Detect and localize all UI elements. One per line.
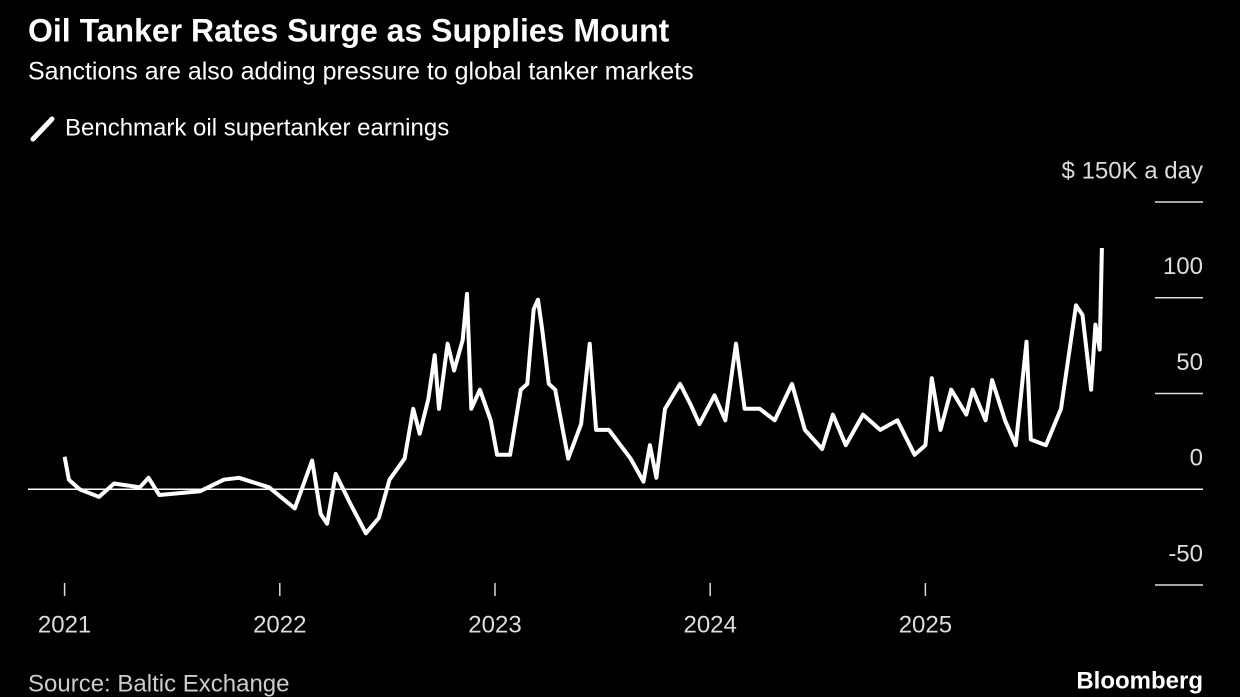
chart-title: Oil Tanker Rates Surge as Supplies Mount xyxy=(28,12,670,48)
line xyxy=(62,247,1104,536)
legend-swatch xyxy=(30,116,55,142)
x-tick-label: 2021 xyxy=(38,611,91,638)
source: Source: Baltic Exchange xyxy=(28,670,289,697)
y-tick-label: -50 xyxy=(1168,540,1203,567)
x-tick-label: 2022 xyxy=(253,611,306,638)
y-tick-label: 0 xyxy=(1190,445,1203,472)
x-tick-label: 2025 xyxy=(899,611,952,638)
legend-label: Benchmark oil supertanker earnings xyxy=(65,114,449,141)
y-tick-label: $ 150K a day xyxy=(1062,157,1203,184)
x-tick-label: 2024 xyxy=(683,611,736,638)
x-tick-label: 2023 xyxy=(468,611,521,638)
y-tick-label: 50 xyxy=(1176,349,1203,376)
chart-subtitle: Sanctions are also adding pressure to gl… xyxy=(28,58,694,86)
brand: Bloomberg xyxy=(1076,667,1203,694)
y-tick-label: 100 xyxy=(1163,253,1203,280)
